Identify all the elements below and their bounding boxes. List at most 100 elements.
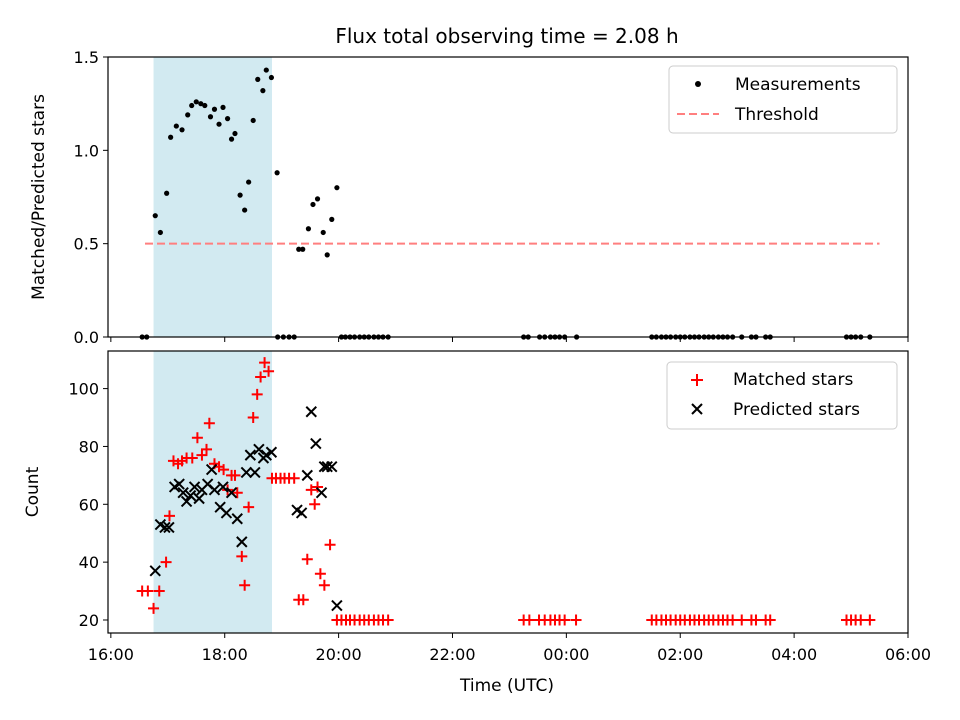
legend-label-matched: Matched stars [733,370,853,390]
matched-star-point [312,481,324,493]
x-tick-label: 20:00 [316,645,362,664]
predicted-star-point [321,460,333,473]
measurement-point [237,192,243,198]
matched-star-point [148,602,160,614]
predicted-star-point [231,513,243,525]
measurement-point [300,246,306,252]
matched-star-point [160,556,172,568]
predicted-star-point [208,484,221,496]
legend-label-predicted: Predicted stars [733,400,860,420]
measurement-point [305,226,312,232]
top-axes-frame [107,56,909,338]
matched-star-point [218,464,230,476]
top-y-tick-label: 0.0 [74,328,99,347]
matched-star-point [142,585,154,597]
measurement-point [168,134,174,140]
predicted-star-point [180,495,193,508]
matched-star-point [324,539,336,551]
top-y-axis-label: Matched/Predicted stars [29,94,49,300]
matched-star-point [255,371,267,383]
matched-star-point [559,614,571,626]
top-y-ticks: 0.0 0.5 1.0 1.5 [74,48,108,347]
measurement-point [310,201,316,208]
predicted-star-point [159,521,171,534]
measurement-point [152,213,158,219]
measurement-point [216,121,222,127]
measurement-point [173,123,179,129]
matched-star-point [318,579,330,591]
shaded-window-top [153,57,272,337]
measurement-point [211,106,218,112]
measurement-point [296,246,302,252]
ratio-panel: 0.0 0.5 1.0 1.5 Matched/Predicted stars Mea… [29,48,909,347]
matched-star-point [309,498,321,510]
matched-star-point [163,510,175,522]
matched-star-point [382,614,394,626]
predicted-star-point [240,466,253,479]
predicted-star-point [326,460,338,473]
matched-star-point [736,614,748,626]
measurement-legend-marker [695,81,701,87]
measurement-point [224,116,231,122]
bottom-legend: Matched stars Predicted stars [666,361,898,430]
matched-star-point [153,585,165,597]
matched-stars-points [136,357,876,626]
matched-legend-marker [691,374,703,386]
top-x-ticks [110,337,909,342]
legend-label-threshold: Threshold [734,105,819,125]
chart-title: Flux total observing time = 2.08 h [335,24,678,48]
predicted-star-point [310,437,322,450]
predicted-star-point [193,492,205,505]
matched-star-point [305,484,317,496]
bottom-legend-box [666,361,898,430]
predicted-star-point [188,481,201,493]
bottom-x-ticks: 16:00 18:00 20:00 22:00 00:00 02:00 04:00 06:00 [88,633,931,664]
measurement-point [250,117,256,124]
matched-star-point [750,614,762,626]
matched-star-point [236,550,248,562]
count-panel: 20 40 60 80 100 16:00 18:00 20:00 22:00 00:00 02:… [23,350,931,696]
matched-star-point [247,412,259,424]
bottom-y-axis-label: Count [23,466,43,517]
measurement-point [179,127,185,133]
predicted-star-point [220,507,233,519]
legend-label-measurements: Measurements [735,75,861,95]
matched-star-point [239,579,251,591]
bottom-y-tick-label: 100 [68,380,99,399]
predicted-star-point [301,469,313,482]
measurement-point [314,196,321,202]
measurement-point [198,101,204,107]
x-tick-label: 02:00 [657,645,703,664]
matched-star-point [251,388,263,400]
matched-star-point [196,449,208,461]
predicted-star-point [305,406,317,418]
matched-star-point [288,472,300,484]
bottom-y-ticks: 20 40 60 80 100 [68,380,108,630]
x-tick-label: 16:00 [88,645,134,664]
measurement-point [260,88,266,94]
matched-star-point [231,487,243,499]
matched-star-point [297,594,309,606]
matched-star-point [764,614,776,626]
matched-star-point [191,432,203,444]
matched-star-point [229,469,241,481]
measurement-point [207,114,214,120]
predicted-star-point [177,487,189,499]
measurement-point [274,170,280,176]
measurement-point [189,102,195,109]
predicted-star-point [163,521,175,534]
measurement-point [255,76,261,82]
measurement-point [242,207,248,213]
bottom-axes-frame [107,350,909,634]
measurement-point [193,99,199,105]
predicted-star-point [205,463,218,476]
predicted-star-point [249,466,261,479]
top-observing-window [153,57,272,337]
predicted-star-point [244,449,257,461]
matched-star-point [259,357,271,369]
matched-star-point [864,614,876,626]
top-y-tick-label: 1.5 [74,48,99,67]
x-tick-label: 18:00 [202,645,248,664]
matched-star-point [201,443,213,455]
